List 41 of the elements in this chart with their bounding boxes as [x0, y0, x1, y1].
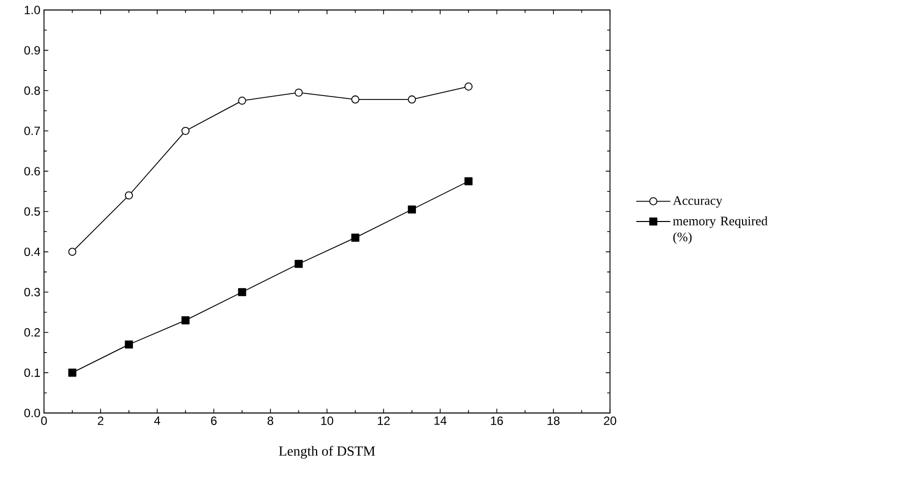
- point: [181, 126, 190, 135]
- x-tick-label: 2: [98, 416, 104, 425]
- legend-label: Accuracy: [672, 196, 722, 208]
- point: [124, 191, 133, 200]
- point: [351, 95, 360, 104]
- point: [181, 316, 190, 324]
- x-tick-label: 20: [604, 416, 616, 425]
- point: [124, 340, 133, 349]
- y-tick-label: 0.1: [24, 368, 40, 377]
- y-tick-label: 0.3: [24, 288, 40, 296]
- y-tick-label: 0.6: [24, 166, 40, 176]
- point: [68, 368, 76, 377]
- y-tick-label: 0.0: [24, 408, 40, 418]
- x-tick-label: 6: [211, 416, 217, 425]
- point: [408, 95, 416, 104]
- x-tick-label: 16: [491, 416, 503, 425]
- point: [351, 234, 360, 242]
- x-tick-label: 18: [548, 416, 560, 425]
- x-tick-label: 12: [378, 416, 390, 425]
- x-tick-label: 14: [434, 416, 446, 425]
- x-tick-label: 8: [268, 416, 274, 425]
- x-tick-label: 10: [321, 416, 334, 425]
- y-tick-label: 1.0: [24, 6, 40, 14]
- legend-label: memory Required (%): [673, 216, 768, 244]
- point: [68, 248, 76, 256]
- point: [238, 96, 246, 105]
- y-tick-label: 0.9: [24, 46, 40, 55]
- x-tick-label: 4: [154, 416, 160, 425]
- y-tick-label: 0.4: [24, 248, 40, 256]
- y-tick-label: 0.2: [24, 328, 40, 337]
- point: [464, 82, 473, 91]
- point: [294, 88, 303, 97]
- x-axis-title: Length of DSTM: [278, 446, 376, 459]
- x-tick-label: 0: [41, 416, 47, 425]
- y-tick-label: 0.8: [24, 86, 40, 95]
- y-tick-label: 0.7: [24, 126, 40, 136]
- point: [408, 205, 416, 214]
- y-tick-label: 0.5: [24, 207, 40, 216]
- point: [464, 177, 473, 186]
- point: [294, 260, 303, 268]
- point: [238, 288, 246, 296]
